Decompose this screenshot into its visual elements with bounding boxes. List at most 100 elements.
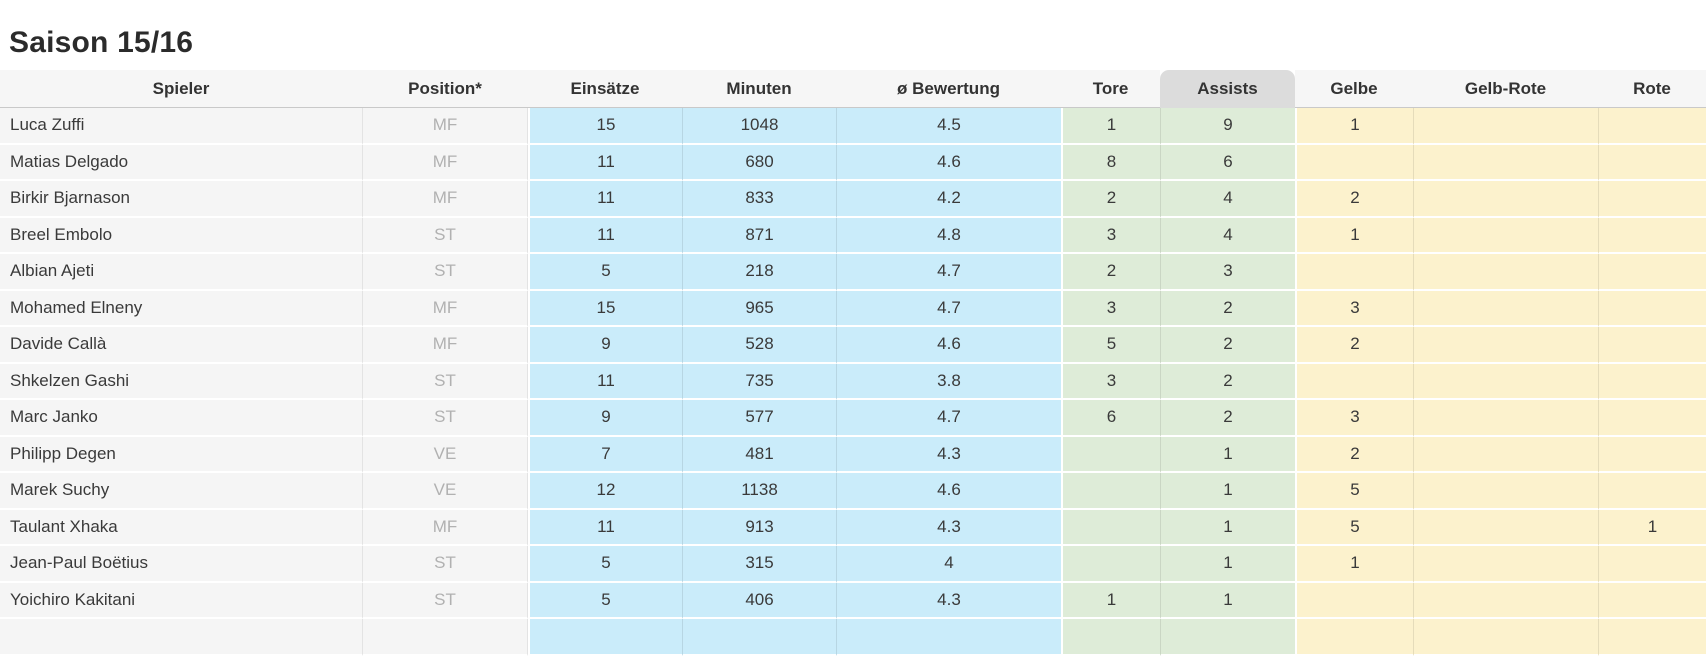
- table-row: Matias Delgado MF 11 680 4.6 8 6: [0, 144, 1706, 181]
- cell-gelbrote: [1413, 290, 1598, 327]
- cell-bewertung: 4.6: [836, 144, 1061, 181]
- cell-bewertung: 4.3: [836, 509, 1061, 546]
- cell-einsaetze: 11: [528, 181, 682, 218]
- column-header-minuten[interactable]: Minuten: [682, 70, 836, 108]
- player-name-cell: Yoichiro Kakitani: [0, 582, 362, 619]
- cell-assists: 1: [1160, 546, 1295, 583]
- cell-gelbe: 2: [1295, 181, 1413, 218]
- cell-gelbe: 5: [1295, 473, 1413, 510]
- player-name-cell: Luca Zuffi: [0, 108, 362, 145]
- cell-gelbe: 3: [1295, 290, 1413, 327]
- cell-rote: [1598, 473, 1706, 510]
- cell-minuten: 577: [682, 400, 836, 437]
- cell-position: MF: [362, 108, 528, 145]
- column-header-spieler[interactable]: Spieler: [0, 70, 362, 108]
- cell-bewertung: 4.6: [836, 327, 1061, 364]
- cell-einsaetze: 11: [528, 363, 682, 400]
- column-header-position[interactable]: Position*: [362, 70, 528, 108]
- cell-gelbrote: [1413, 619, 1598, 656]
- cell-einsaetze: [528, 619, 682, 656]
- column-header-rote[interactable]: Rote: [1598, 70, 1706, 108]
- table-body: Luca Zuffi MF 15 1048 4.5 1 9 1 Matias Delgado MF…: [0, 108, 1706, 656]
- cell-tore: 8: [1061, 144, 1160, 181]
- table-row: [0, 619, 1706, 656]
- cell-bewertung: 4.3: [836, 436, 1061, 473]
- cell-minuten: 1138: [682, 473, 836, 510]
- cell-einsaetze: 5: [528, 254, 682, 291]
- cell-einsaetze: 11: [528, 217, 682, 254]
- cell-assists: 4: [1160, 181, 1295, 218]
- cell-minuten: 871: [682, 217, 836, 254]
- cell-position: ST: [362, 582, 528, 619]
- cell-tore: 1: [1061, 582, 1160, 619]
- column-header-bewertung[interactable]: ø Bewertung: [836, 70, 1061, 108]
- cell-minuten: 218: [682, 254, 836, 291]
- table-row: Breel Embolo ST 11 871 4.8 3 4 1: [0, 217, 1706, 254]
- cell-gelbe: [1295, 619, 1413, 656]
- cell-position: ST: [362, 400, 528, 437]
- player-name-cell: [0, 619, 362, 656]
- cell-rote: [1598, 327, 1706, 364]
- column-header-assists[interactable]: Assists: [1160, 70, 1295, 108]
- table-header-row: Spieler Position* Einsätze Minuten ø Bewertu…: [0, 70, 1706, 108]
- cell-gelbrote: [1413, 181, 1598, 218]
- table-row: Taulant Xhaka MF 11 913 4.3 1 5 1: [0, 509, 1706, 546]
- cell-tore: 3: [1061, 217, 1160, 254]
- cell-gelbe: 2: [1295, 436, 1413, 473]
- table-row: Shkelzen Gashi ST 11 735 3.8 3 2: [0, 363, 1706, 400]
- cell-einsaetze: 7: [528, 436, 682, 473]
- cell-rote: [1598, 254, 1706, 291]
- cell-position: [362, 619, 528, 656]
- cell-assists: [1160, 619, 1295, 656]
- column-header-tore[interactable]: Tore: [1061, 70, 1160, 108]
- cell-gelbrote: [1413, 436, 1598, 473]
- cell-gelbrote: [1413, 144, 1598, 181]
- cell-assists: 2: [1160, 363, 1295, 400]
- cell-position: VE: [362, 436, 528, 473]
- cell-gelbe: [1295, 582, 1413, 619]
- player-name-cell: Jean-Paul Boëtius: [0, 546, 362, 583]
- cell-rote: [1598, 436, 1706, 473]
- cell-assists: 9: [1160, 108, 1295, 145]
- cell-einsaetze: 11: [528, 144, 682, 181]
- cell-tore: 2: [1061, 181, 1160, 218]
- cell-tore: 3: [1061, 363, 1160, 400]
- cell-bewertung: 4.7: [836, 254, 1061, 291]
- cell-gelbe: 1: [1295, 108, 1413, 145]
- cell-minuten: 528: [682, 327, 836, 364]
- cell-bewertung: 4.5: [836, 108, 1061, 145]
- cell-einsaetze: 9: [528, 400, 682, 437]
- cell-minuten: 481: [682, 436, 836, 473]
- cell-gelbrote: [1413, 546, 1598, 583]
- cell-tore: 3: [1061, 290, 1160, 327]
- cell-position: MF: [362, 327, 528, 364]
- player-stats-table: Spieler Position* Einsätze Minuten ø Bewertu…: [0, 70, 1706, 656]
- cell-minuten: [682, 619, 836, 656]
- cell-assists: 1: [1160, 436, 1295, 473]
- cell-tore: [1061, 619, 1160, 656]
- cell-gelbe: [1295, 363, 1413, 400]
- cell-minuten: 680: [682, 144, 836, 181]
- cell-position: MF: [362, 181, 528, 218]
- cell-gelbrote: [1413, 327, 1598, 364]
- cell-assists: 1: [1160, 582, 1295, 619]
- table-row: Luca Zuffi MF 15 1048 4.5 1 9 1: [0, 108, 1706, 145]
- cell-assists: 2: [1160, 327, 1295, 364]
- column-header-einsaetze[interactable]: Einsätze: [528, 70, 682, 108]
- player-name-cell: Marc Janko: [0, 400, 362, 437]
- cell-assists: 2: [1160, 400, 1295, 437]
- cell-gelbe: 1: [1295, 217, 1413, 254]
- cell-einsaetze: 15: [528, 108, 682, 145]
- cell-einsaetze: 15: [528, 290, 682, 327]
- column-header-gelbe[interactable]: Gelbe: [1295, 70, 1413, 108]
- cell-minuten: 965: [682, 290, 836, 327]
- column-header-gelbrote[interactable]: Gelb-Rote: [1413, 70, 1598, 108]
- player-name-cell: Mohamed Elneny: [0, 290, 362, 327]
- cell-gelbrote: [1413, 509, 1598, 546]
- cell-bewertung: 4.3: [836, 582, 1061, 619]
- cell-assists: 1: [1160, 509, 1295, 546]
- cell-minuten: 406: [682, 582, 836, 619]
- cell-rote: [1598, 363, 1706, 400]
- cell-bewertung: 4.7: [836, 400, 1061, 437]
- cell-tore: [1061, 436, 1160, 473]
